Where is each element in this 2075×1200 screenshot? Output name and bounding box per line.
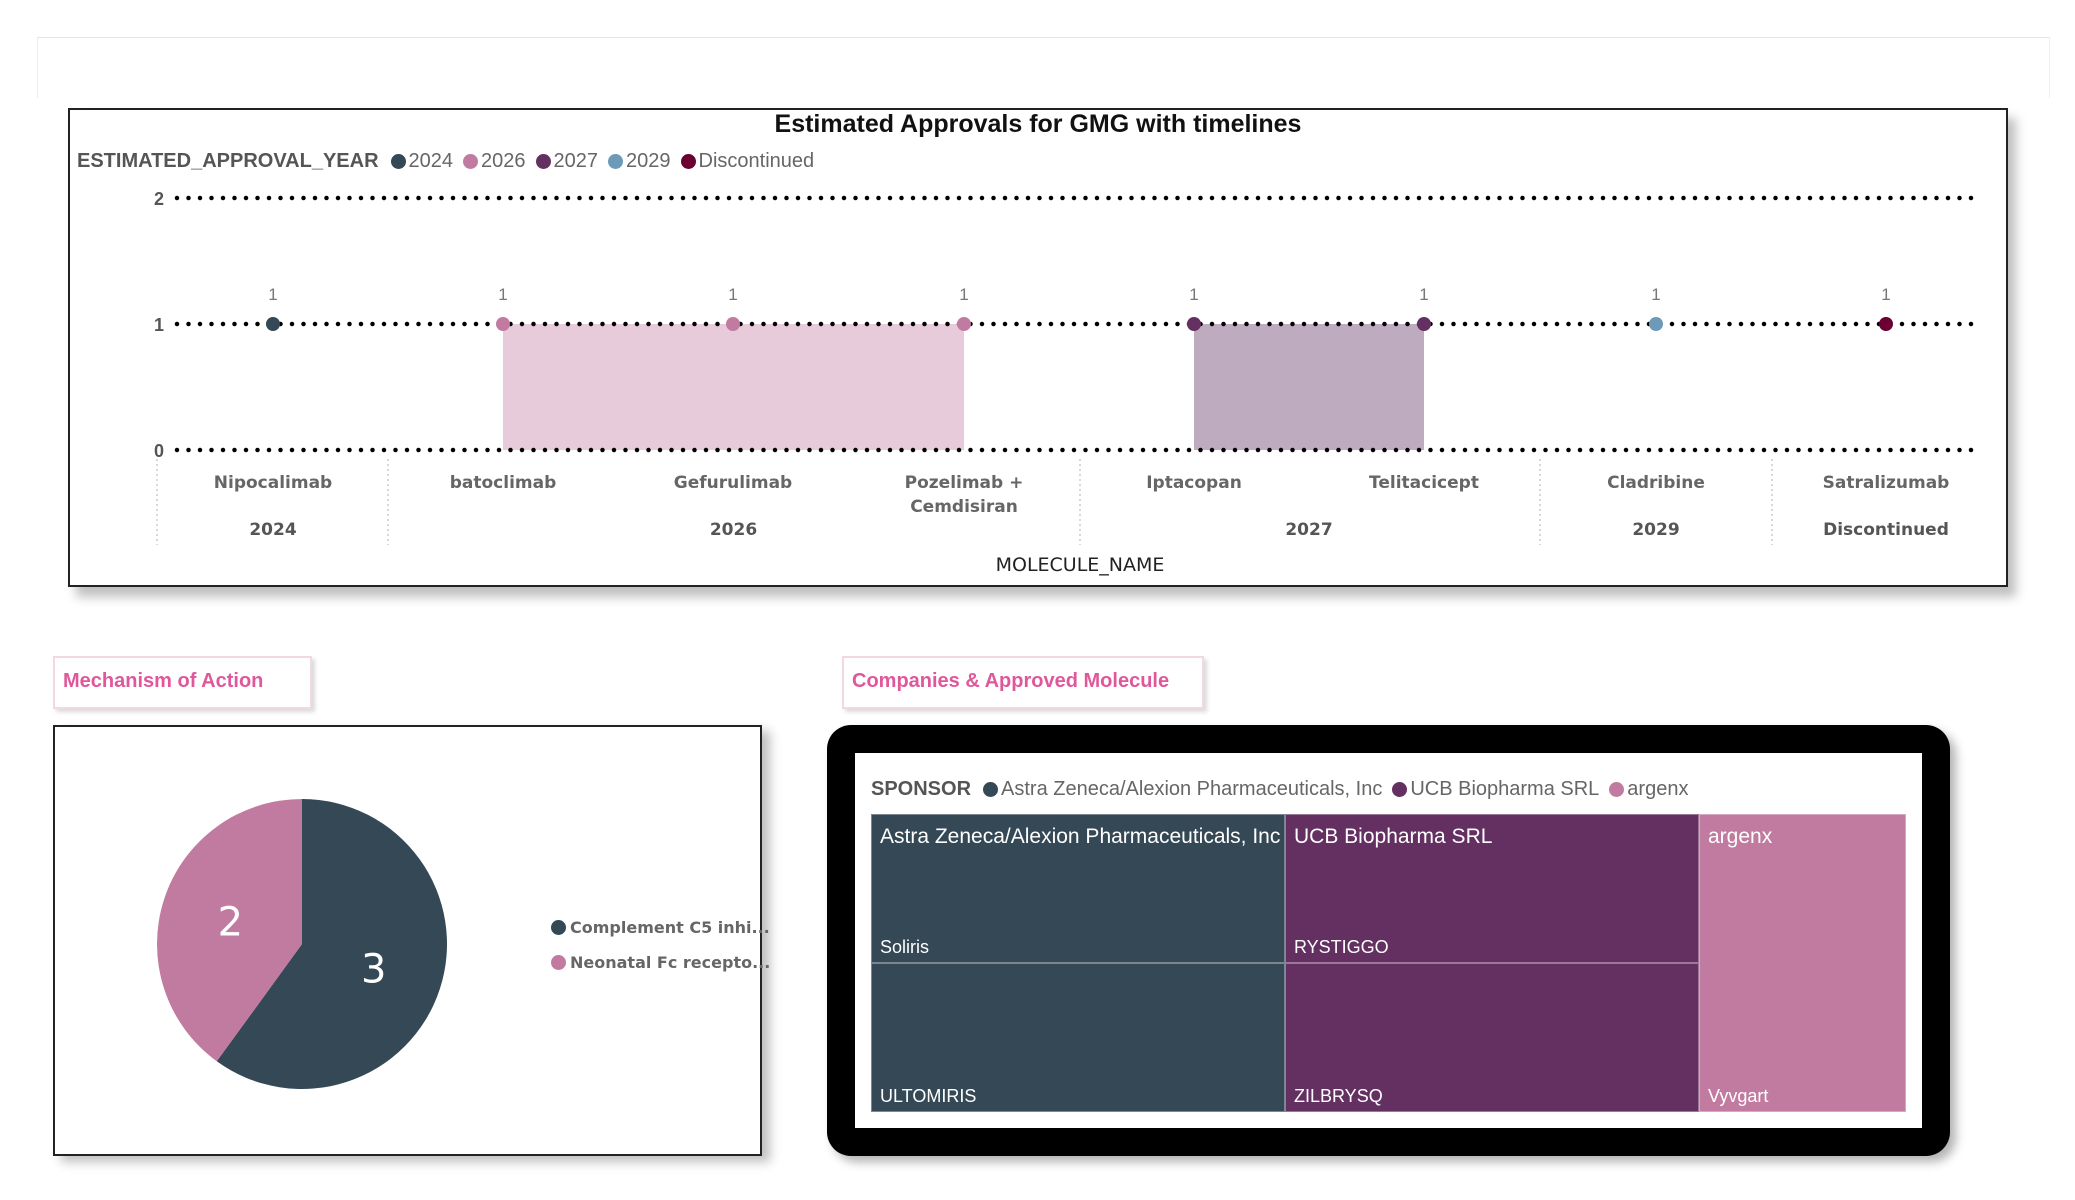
- treemap: Astra Zeneca/Alexion Pharmaceuticals, In…: [871, 814, 1906, 1112]
- data-label: 1: [728, 285, 737, 304]
- data-point: [726, 317, 740, 331]
- legend-dot-icon: [608, 154, 624, 169]
- legend-dot-icon: [1392, 782, 1408, 797]
- legend-label: argenx: [1627, 778, 1689, 800]
- legend-item[interactable]: 2026: [463, 150, 526, 173]
- sponsor-legend: SPONSOR Astra Zeneca/Alexion Pharmaceuti…: [871, 778, 1692, 801]
- y-tick-label: 2: [154, 189, 164, 209]
- legend-label: Neonatal Fc recepto...: [570, 953, 771, 972]
- x-group-label: 2024: [249, 520, 296, 540]
- sponsor-label: Astra Zeneca/Alexion Pharmaceuticals, In…: [880, 825, 1281, 848]
- legend-label: UCB Biopharma SRL: [1410, 778, 1600, 800]
- data-label: 1: [1651, 285, 1660, 304]
- legend-label: 2024: [408, 150, 454, 172]
- molecule-label: Soliris: [880, 937, 930, 957]
- report-canvas-border: [37, 37, 2050, 98]
- x-group-label: 2027: [1285, 520, 1332, 540]
- data-point: [1417, 317, 1431, 331]
- legend-dot-icon: [680, 154, 696, 169]
- sponsor-label: UCB Biopharma SRL: [1294, 825, 1493, 848]
- pie-slice-label: 2: [218, 900, 243, 946]
- legend-dot-icon: [983, 782, 999, 797]
- legend-dot-icon: [551, 920, 566, 935]
- molecule-label: ULTOMIRIS: [880, 1086, 977, 1106]
- pie-legend-item[interactable]: Complement C5 inhi...: [551, 918, 770, 937]
- x-tick-label: Nipocalimab: [214, 473, 332, 493]
- legend-dot-icon: [463, 154, 479, 169]
- x-tick-label: Pozelimab +: [905, 473, 1024, 493]
- legend-label: Discontinued: [698, 150, 815, 172]
- pie-legend-item[interactable]: Neonatal Fc recepto...: [551, 953, 770, 972]
- data-point: [1187, 317, 1201, 331]
- treemap-tile[interactable]: argenx Vyvgart: [1699, 814, 1906, 1112]
- pie-slice: [216, 799, 447, 1090]
- legend-label: 2026: [481, 150, 526, 172]
- data-label: 1: [1881, 285, 1890, 304]
- y-tick-label: 1: [154, 315, 164, 335]
- legend-item[interactable]: Discontinued: [680, 150, 815, 173]
- legend-item[interactable]: UCB Biopharma SRL: [1392, 778, 1599, 801]
- legend-label: Complement C5 inhi...: [570, 918, 770, 937]
- chart-title: Estimated Approvals for GMG with timelin…: [774, 110, 1302, 138]
- companies-title: Companies & Approved Molecule: [842, 656, 1204, 709]
- x-group-label: 2026: [710, 520, 757, 540]
- sponsor-label: argenx: [1708, 825, 1773, 848]
- data-point: [1879, 317, 1893, 331]
- molecule-label: RYSTIGGO: [1294, 937, 1389, 957]
- treemap-tile[interactable]: ZILBRYSQ: [1285, 963, 1699, 1112]
- legend-item[interactable]: Astra Zeneca/Alexion Pharmaceuticals, In…: [983, 778, 1382, 801]
- legend-label: 2027: [553, 150, 599, 172]
- y-tick-label: 0: [154, 441, 164, 461]
- legend-item[interactable]: 2027: [535, 150, 599, 173]
- data-point: [496, 317, 510, 331]
- x-tick-label: batoclimab: [450, 473, 557, 493]
- moa-title: Mechanism of Action: [53, 656, 312, 709]
- x-tick-label: Telitacicept: [1369, 473, 1479, 493]
- treemap-tile[interactable]: UCB Biopharma SRL RYSTIGGO: [1285, 814, 1699, 963]
- data-point: [1649, 317, 1663, 331]
- treemap-tile[interactable]: Astra Zeneca/Alexion Pharmaceuticals, In…: [871, 814, 1285, 963]
- pie-legend: Complement C5 inhi... Neonatal Fc recepto…: [551, 918, 770, 988]
- timeline-chart-panel[interactable]: [68, 108, 2008, 587]
- x-axis-title: MOLECULE_NAME: [996, 554, 1165, 576]
- legend-dot-icon: [390, 154, 406, 169]
- data-label: 1: [498, 285, 507, 304]
- pie-slice-label: 3: [361, 946, 386, 992]
- data-point: [266, 317, 280, 331]
- pie-slice: [156, 799, 302, 1062]
- data-label: 1: [268, 285, 277, 304]
- data-label: 1: [1419, 285, 1428, 304]
- x-group-label: Discontinued: [1823, 520, 1949, 540]
- legend-item[interactable]: argenx: [1609, 778, 1688, 801]
- legend-item[interactable]: 2029: [608, 150, 671, 173]
- x-tick-label: Iptacopan: [1146, 473, 1242, 493]
- legend-dot-icon: [551, 955, 566, 970]
- legend-title: SPONSOR: [871, 778, 972, 800]
- data-point: [957, 317, 971, 331]
- molecule-label: ZILBRYSQ: [1294, 1086, 1383, 1106]
- data-label: 1: [1189, 285, 1198, 304]
- x-tick-label: Gefurulimab: [674, 473, 792, 493]
- legend-dot-icon: [535, 154, 551, 169]
- x-tick-label: Cladribine: [1607, 473, 1705, 493]
- legend-dot-icon: [1609, 782, 1625, 797]
- legend-item[interactable]: 2024: [390, 150, 454, 173]
- chart-legend: ESTIMATED_APPROVAL_YEAR 2024 2026 2027 2029…: [77, 150, 818, 173]
- molecule-label: Vyvgart: [1708, 1086, 1769, 1106]
- x-tick-label: Satralizumab: [1823, 473, 1950, 493]
- legend-label: Astra Zeneca/Alexion Pharmaceuticals, In…: [1001, 778, 1383, 800]
- legend-label: 2029: [626, 150, 671, 172]
- x-tick-label: Cemdisiran: [910, 497, 1018, 517]
- treemap-tile[interactable]: ULTOMIRIS: [871, 963, 1285, 1112]
- data-label: 1: [959, 285, 968, 304]
- area-2027: [1194, 324, 1424, 450]
- area-2026: [503, 324, 964, 450]
- x-group-label: 2029: [1632, 520, 1679, 540]
- legend-title: ESTIMATED_APPROVAL_YEAR: [77, 150, 379, 172]
